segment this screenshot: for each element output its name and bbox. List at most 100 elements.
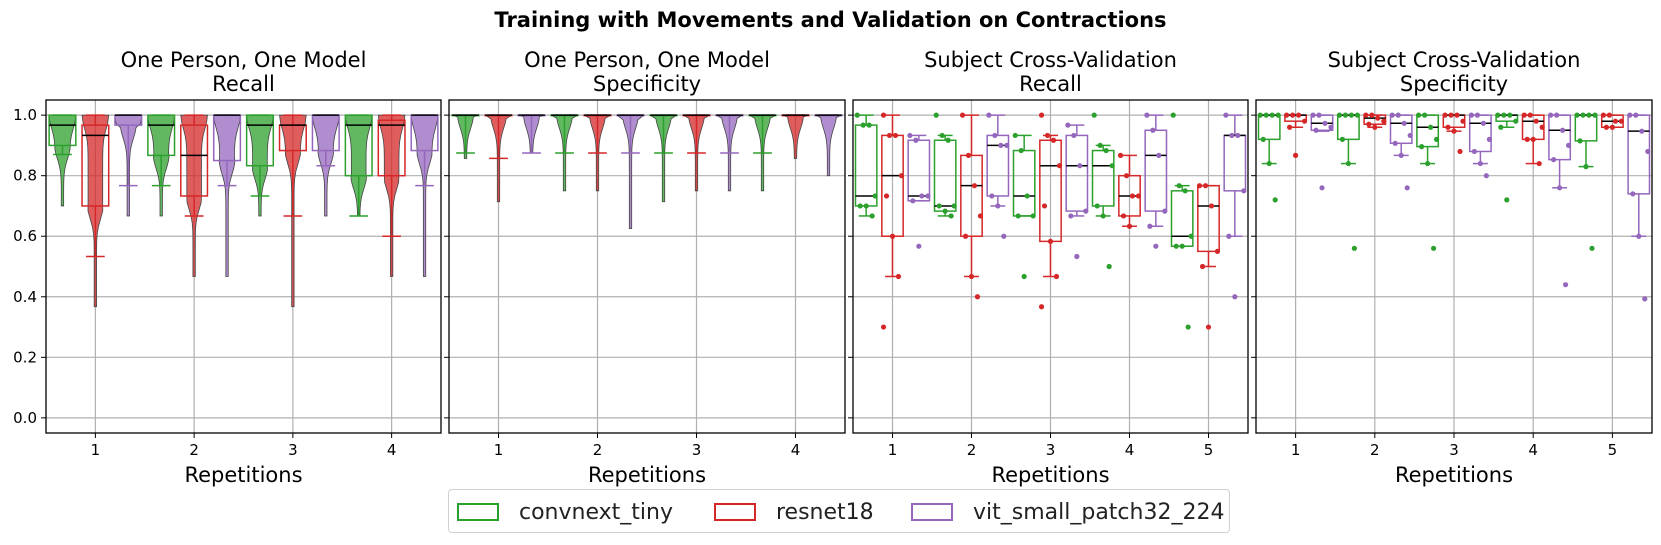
box-rect [907, 139, 931, 202]
x-tick-label: 1 [1291, 441, 1301, 459]
data-point-convnext [1015, 213, 1021, 219]
data-point-convnext [1580, 112, 1586, 118]
data-point-convnext [939, 132, 945, 139]
data-point-vit [1229, 132, 1235, 139]
box-rect [960, 154, 983, 237]
data-point-resnet [886, 132, 893, 139]
data-point-resnet [1047, 238, 1054, 244]
data-point-vit [1310, 112, 1316, 118]
box-resnet-3 [1038, 112, 1063, 310]
data-point-convnext [1021, 273, 1027, 280]
box-resnet-2 [1363, 112, 1387, 130]
x-tick-label: 4 [791, 441, 801, 459]
box-resnet-4 [1521, 112, 1545, 167]
data-point-vit [1226, 233, 1232, 239]
data-point-resnet [1451, 128, 1457, 134]
data-point-resnet [1372, 124, 1378, 130]
violin-convnext [48, 114, 77, 207]
data-point-resnet [1205, 324, 1212, 330]
data-point-convnext [1018, 147, 1024, 154]
data-point-vit [1004, 142, 1010, 149]
data-point-vit [1557, 185, 1563, 191]
panel-title: Subject Cross-Validation [924, 48, 1177, 72]
box-resnet-3 [278, 114, 307, 308]
data-point-resnet [1056, 163, 1063, 169]
data-point-vit [1083, 208, 1089, 214]
data-point-resnet [1196, 183, 1203, 189]
box-rect [1416, 114, 1440, 148]
data-point-convnext [1103, 147, 1109, 154]
data-point-convnext [933, 112, 939, 118]
y-tick-label: 0.6 [13, 227, 37, 245]
data-point-vit [1627, 112, 1633, 118]
x-tick-label: 4 [387, 441, 397, 459]
data-point-vit [992, 132, 998, 139]
box-rect [1012, 149, 1036, 217]
violin-vit [213, 114, 241, 277]
data-point-convnext [1501, 112, 1507, 118]
panel-title: One Person, One Model [524, 48, 770, 72]
data-point-resnet [962, 233, 969, 239]
data-point-convnext [1430, 245, 1437, 251]
data-point-convnext [1577, 138, 1583, 144]
violin-vit [814, 114, 843, 177]
data-point-convnext [951, 203, 957, 209]
data-point-convnext [1109, 163, 1115, 169]
data-point-resnet [1539, 124, 1545, 130]
data-point-resnet [1381, 118, 1387, 124]
data-point-convnext [1266, 160, 1272, 167]
box-vit-1 [1310, 112, 1334, 191]
data-point-convnext [1422, 112, 1428, 118]
x-tick-label: 3 [288, 441, 298, 459]
data-point-vit [1313, 127, 1319, 133]
legend-label-resnet: resnet18 [776, 499, 874, 525]
x-tick-label: 1 [888, 441, 898, 459]
data-point-convnext [1269, 112, 1275, 118]
data-point-resnet [1530, 136, 1536, 142]
data-point-vit [1483, 173, 1489, 179]
data-point-resnet [1199, 263, 1206, 270]
data-point-vit [1316, 112, 1322, 118]
box-rect [1336, 114, 1360, 141]
data-point-vit [1065, 122, 1071, 128]
x-axis-label: Repetitions [588, 463, 706, 487]
data-point-vit [1319, 185, 1325, 191]
data-point-resnet [1533, 118, 1539, 124]
data-point-convnext [1495, 112, 1501, 118]
data-point-resnet [1618, 118, 1624, 124]
box-rect [1091, 149, 1115, 207]
box-vit-1 [517, 114, 546, 154]
box-rect [1197, 184, 1220, 253]
data-point-convnext [1263, 112, 1269, 118]
x-tick-label: 2 [1370, 441, 1380, 459]
panel-title: Subject Cross-Validation [1328, 48, 1581, 72]
data-point-convnext [1024, 193, 1030, 199]
legend-swatch-convnext [457, 503, 499, 521]
data-point-vit [1554, 112, 1560, 118]
data-point-resnet [1120, 213, 1127, 219]
box-vit-3 [714, 114, 745, 192]
data-point-vit [998, 142, 1004, 149]
data-point-resnet [971, 183, 978, 189]
box-resnet-4 [1117, 152, 1142, 229]
x-tick-label: 4 [1528, 441, 1538, 459]
x-axis-label: Repetitions [991, 463, 1109, 487]
box-resnet-1 [880, 112, 905, 330]
data-point-vit [910, 198, 916, 204]
box-resnet-5 [1600, 112, 1624, 130]
box-vit-2 [615, 114, 646, 230]
panel-subtitle: Specificity [593, 72, 701, 96]
data-point-vit [1235, 132, 1241, 139]
data-point-resnet [1293, 152, 1299, 158]
x-tick-label: 1 [91, 441, 101, 459]
data-point-resnet [1445, 124, 1451, 130]
legend: convnext_tiny resnet18 vit_small_patch32… [448, 489, 1230, 533]
data-point-vit [1153, 243, 1159, 249]
data-point-vit [995, 203, 1001, 209]
data-point-convnext [1012, 132, 1018, 139]
data-point-resnet [1214, 248, 1221, 254]
data-point-convnext [1589, 245, 1595, 251]
box-vit-4 [1548, 112, 1572, 288]
data-point-convnext [860, 122, 866, 128]
